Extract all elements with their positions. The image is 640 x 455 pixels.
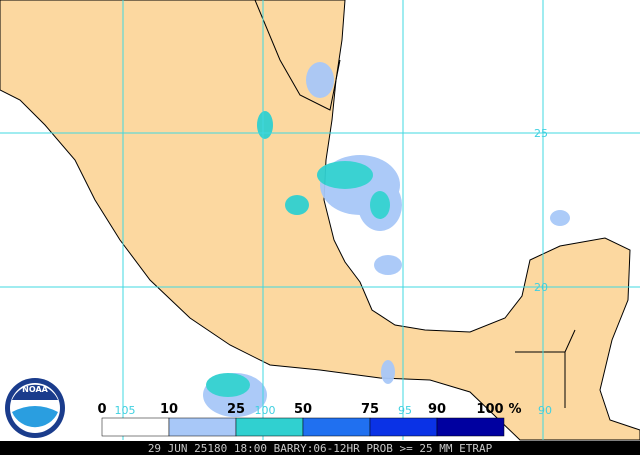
land: [0, 0, 640, 441]
legend-label: 75: [361, 402, 379, 417]
legend-label: 10: [160, 402, 178, 417]
legend-box: [302, 417, 371, 437]
border: [254, 0, 576, 408]
lon-label: 105: [115, 404, 136, 417]
legend-label: 25: [227, 402, 245, 417]
legend-box: [235, 417, 304, 437]
precip-areas: [203, 62, 570, 417]
legend-label: 50: [294, 402, 312, 417]
lon-label: 95: [398, 404, 412, 417]
lat-label: 25: [534, 127, 548, 140]
lat-label: 20: [534, 281, 548, 294]
legend-unit: %: [508, 402, 521, 417]
grid: [0, 0, 640, 440]
legend-box: [436, 417, 505, 437]
caption: 29 JUN 25180 18:00 BARRY:06-12HR PROB >=…: [148, 442, 493, 455]
lon-label: 100: [255, 404, 276, 417]
legend-label: 100: [476, 402, 503, 417]
legend-box: [369, 417, 438, 437]
caption-bar: [0, 441, 640, 455]
lon-label: 90: [538, 404, 552, 417]
noaa-logo: NOAA: [5, 378, 65, 438]
logo-text: NOAA: [22, 385, 48, 394]
legend-box: [168, 417, 237, 437]
legend-box: [101, 417, 170, 437]
legend-label: 90: [428, 402, 446, 417]
legend-label: 0: [97, 402, 106, 417]
